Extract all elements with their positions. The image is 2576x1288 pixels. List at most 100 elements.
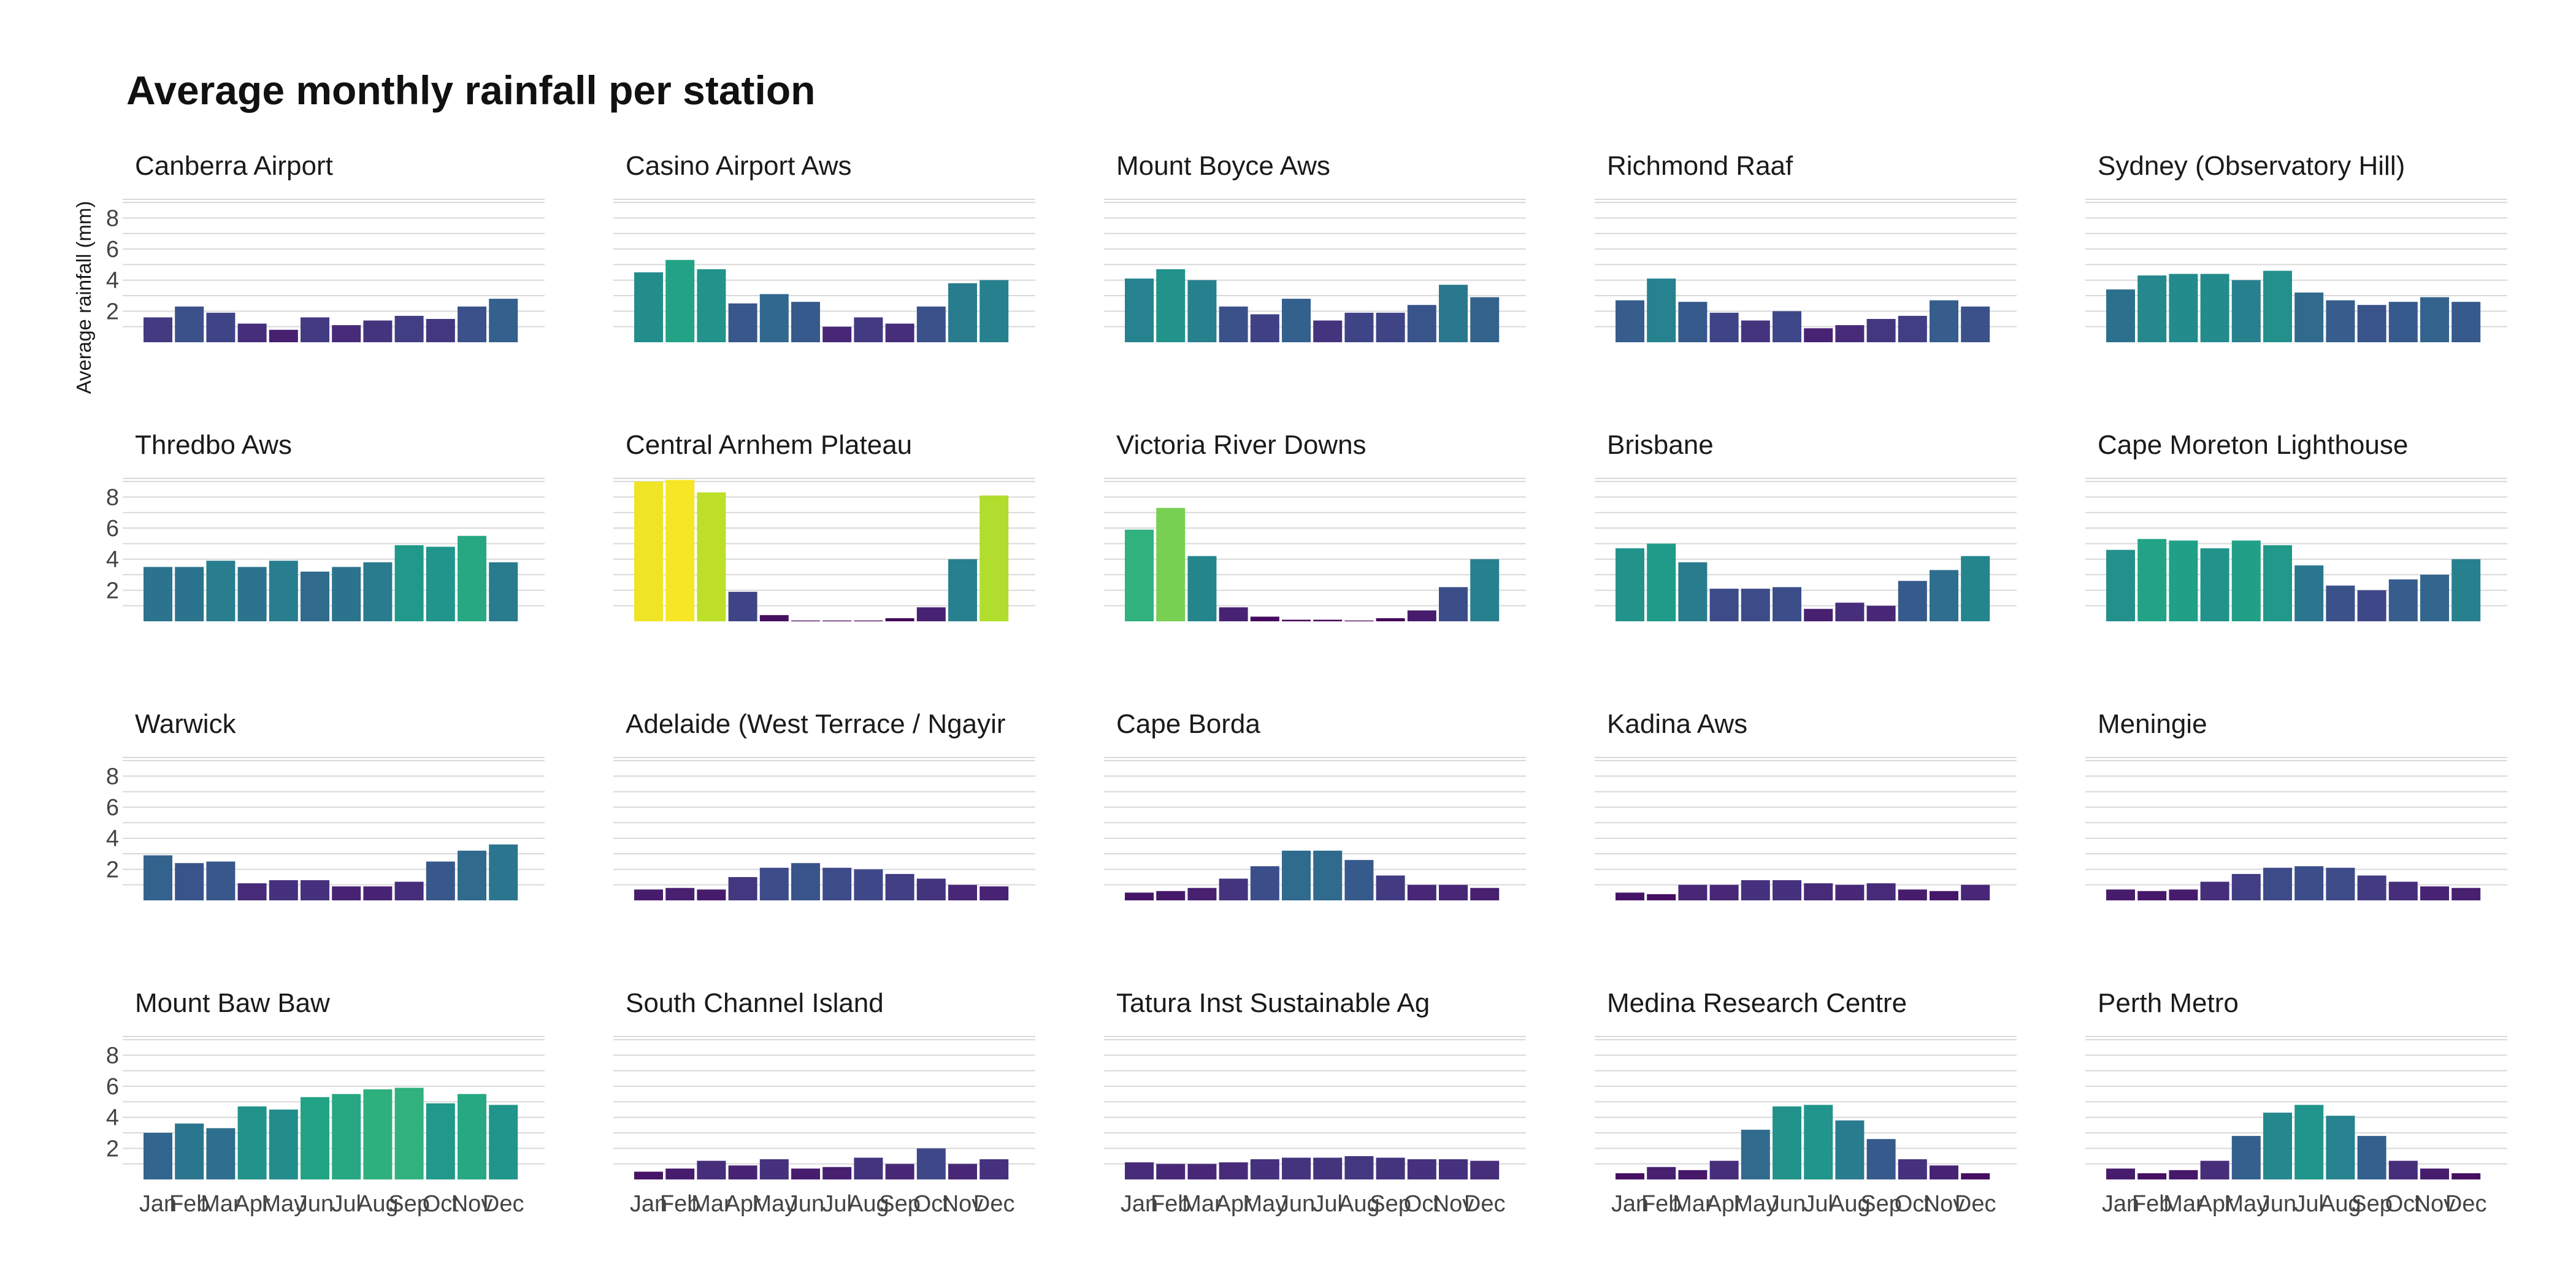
x-tick-label: Dec xyxy=(483,1191,524,1217)
bar-cape-moreton-lighthouse-sep xyxy=(2357,590,2386,621)
facet-richmond-raaf: Richmond Raaf xyxy=(1595,151,2017,342)
bar-kadina-aws-sep xyxy=(1866,883,1896,900)
bar-richmond-raaf-mar xyxy=(1678,302,1708,342)
facet-tatura-inst-sustainable-ag: Tatura Inst Sustainable Ag JanFebMarAprMa… xyxy=(1104,988,1526,1217)
x-tick-label: Nov xyxy=(942,1191,984,1217)
bar-medina-research-centre-feb xyxy=(1647,1167,1676,1179)
x-tick-label: May xyxy=(261,1191,305,1217)
bar-tatura-inst-sustainable-ag-mar xyxy=(1187,1163,1217,1179)
bar-perth-metro-jun xyxy=(2263,1113,2292,1179)
bar-cape-moreton-lighthouse-jan xyxy=(2106,550,2135,621)
facet-title: Thredbo Aws xyxy=(135,430,292,460)
bar-thredbo-aws-feb xyxy=(175,567,204,621)
bar-casino-airport-aws-feb xyxy=(665,259,695,342)
bar-richmond-raaf-sep xyxy=(1866,319,1896,342)
bar-warwick-aug xyxy=(363,886,393,900)
bar-mount-boyce-aws-oct xyxy=(1407,305,1436,342)
bar-sydney-observatory-hill-sep xyxy=(2357,305,2386,342)
bar-adelaide-west-terrace-ngayir-may xyxy=(759,867,789,900)
x-tick-label: May xyxy=(1243,1191,1287,1217)
bar-south-channel-island-aug xyxy=(854,1157,883,1179)
facet-title: Canberra Airport xyxy=(135,151,333,181)
bar-mount-baw-baw-may xyxy=(269,1110,298,1179)
bar-central-arnhem-plateau-apr xyxy=(728,591,757,621)
x-tick-label: May xyxy=(2224,1191,2268,1217)
x-tick-label: Sep xyxy=(388,1191,430,1217)
bar-mount-baw-baw-sep xyxy=(394,1087,424,1179)
bar-sydney-observatory-hill-feb xyxy=(2137,275,2167,342)
bar-kadina-aws-dec xyxy=(1961,884,1990,900)
bar-brisbane-jan xyxy=(1616,548,1644,621)
x-tick-label: Oct xyxy=(913,1191,950,1217)
bar-casino-airport-aws-apr xyxy=(728,303,757,342)
facet-perth-metro: Perth Metro JanFebMarAprMayJunJulAugSepOc… xyxy=(2085,988,2507,1217)
x-tick-label: Sep xyxy=(879,1191,921,1217)
facet-title: Tatura Inst Sustainable Ag xyxy=(1116,988,1430,1018)
bar-meningie-mar xyxy=(2169,889,2198,900)
bar-victoria-river-downs-mar xyxy=(1187,556,1217,621)
bar-kadina-aws-may xyxy=(1741,880,1770,900)
x-tick-label: Oct xyxy=(1895,1191,1931,1217)
bar-cape-borda-dec xyxy=(1470,887,1500,900)
bar-casino-airport-aws-may xyxy=(759,294,789,342)
x-tick-label: Apr xyxy=(1706,1191,1742,1217)
bar-medina-research-centre-may xyxy=(1741,1129,1770,1179)
y-tick-label: 4 xyxy=(106,268,119,294)
bar-cape-moreton-lighthouse-feb xyxy=(2137,539,2167,621)
bar-mount-baw-baw-mar xyxy=(206,1128,236,1179)
bar-thredbo-aws-jul xyxy=(332,567,361,621)
x-tick-label: Dec xyxy=(973,1191,1015,1217)
bar-cape-moreton-lighthouse-nov xyxy=(2420,575,2449,621)
bar-central-arnhem-plateau-jan xyxy=(634,481,663,621)
x-tick-label: Mar xyxy=(2163,1191,2204,1217)
bar-kadina-aws-aug xyxy=(1835,884,1865,900)
bar-perth-metro-sep xyxy=(2357,1136,2386,1179)
bar-mount-baw-baw-jul xyxy=(332,1094,361,1179)
bar-south-channel-island-sep xyxy=(885,1163,914,1179)
bar-adelaide-west-terrace-ngayir-feb xyxy=(665,887,695,900)
bar-south-channel-island-jun xyxy=(791,1168,820,1179)
bar-mount-boyce-aws-mar xyxy=(1187,280,1217,342)
bar-canberra-airport-jun xyxy=(301,317,329,342)
bar-adelaide-west-terrace-ngayir-mar xyxy=(697,889,726,900)
bar-victoria-river-downs-nov xyxy=(1439,587,1468,621)
bar-tatura-inst-sustainable-ag-feb xyxy=(1156,1163,1186,1179)
bar-meningie-apr xyxy=(2200,881,2229,900)
x-tick-label: Jul xyxy=(1803,1191,1833,1217)
bar-adelaide-west-terrace-ngayir-oct xyxy=(916,878,946,900)
bar-warwick-nov xyxy=(458,850,486,900)
bar-mount-boyce-aws-nov xyxy=(1439,285,1468,342)
y-tick-label: 6 xyxy=(106,795,119,821)
bar-richmond-raaf-may xyxy=(1741,320,1770,342)
bar-canberra-airport-mar xyxy=(206,312,236,342)
bar-cape-moreton-lighthouse-jun xyxy=(2263,545,2292,621)
bar-mount-baw-baw-dec xyxy=(489,1105,518,1179)
facet-kadina-aws: Kadina Aws xyxy=(1595,709,2017,900)
x-tick-label: Mar xyxy=(691,1191,732,1217)
facet-mount-boyce-aws: Mount Boyce Aws xyxy=(1104,151,1526,342)
bar-mount-baw-baw-feb xyxy=(175,1123,204,1179)
bar-thredbo-aws-mar xyxy=(206,561,236,621)
bar-mount-boyce-aws-aug xyxy=(1344,312,1374,342)
y-tick-label: 4 xyxy=(106,547,119,573)
bar-victoria-river-downs-may xyxy=(1250,616,1279,621)
x-tick-label: Jul xyxy=(2294,1191,2324,1217)
facet-brisbane: Brisbane xyxy=(1595,430,2017,621)
facet-title: South Channel Island xyxy=(626,988,884,1018)
bar-south-channel-island-nov xyxy=(948,1163,977,1179)
bar-sydney-observatory-hill-oct xyxy=(2388,302,2418,342)
bar-kadina-aws-nov xyxy=(1930,891,1958,900)
bar-cape-moreton-lighthouse-dec xyxy=(2451,559,2481,621)
bar-tatura-inst-sustainable-ag-jan xyxy=(1125,1162,1154,1179)
bar-tatura-inst-sustainable-ag-aug xyxy=(1344,1156,1374,1179)
x-tick-label: Apr xyxy=(725,1191,761,1217)
x-tick-label: Jul xyxy=(1313,1191,1343,1217)
facet-central-arnhem-plateau: Central Arnhem Plateau xyxy=(613,430,1035,621)
x-tick-label: Aug xyxy=(357,1191,399,1217)
bar-medina-research-centre-nov xyxy=(1930,1165,1958,1179)
facet-adelaide-west-terrace-ngayir: Adelaide (West Terrace / Ngayir xyxy=(613,709,1035,900)
facet-thredbo-aws: Thredbo Aws 2 4 6 8 xyxy=(106,430,545,621)
bar-canberra-airport-jul xyxy=(332,325,361,342)
bar-cape-moreton-lighthouse-mar xyxy=(2169,540,2198,621)
bar-south-channel-island-feb xyxy=(665,1168,695,1179)
